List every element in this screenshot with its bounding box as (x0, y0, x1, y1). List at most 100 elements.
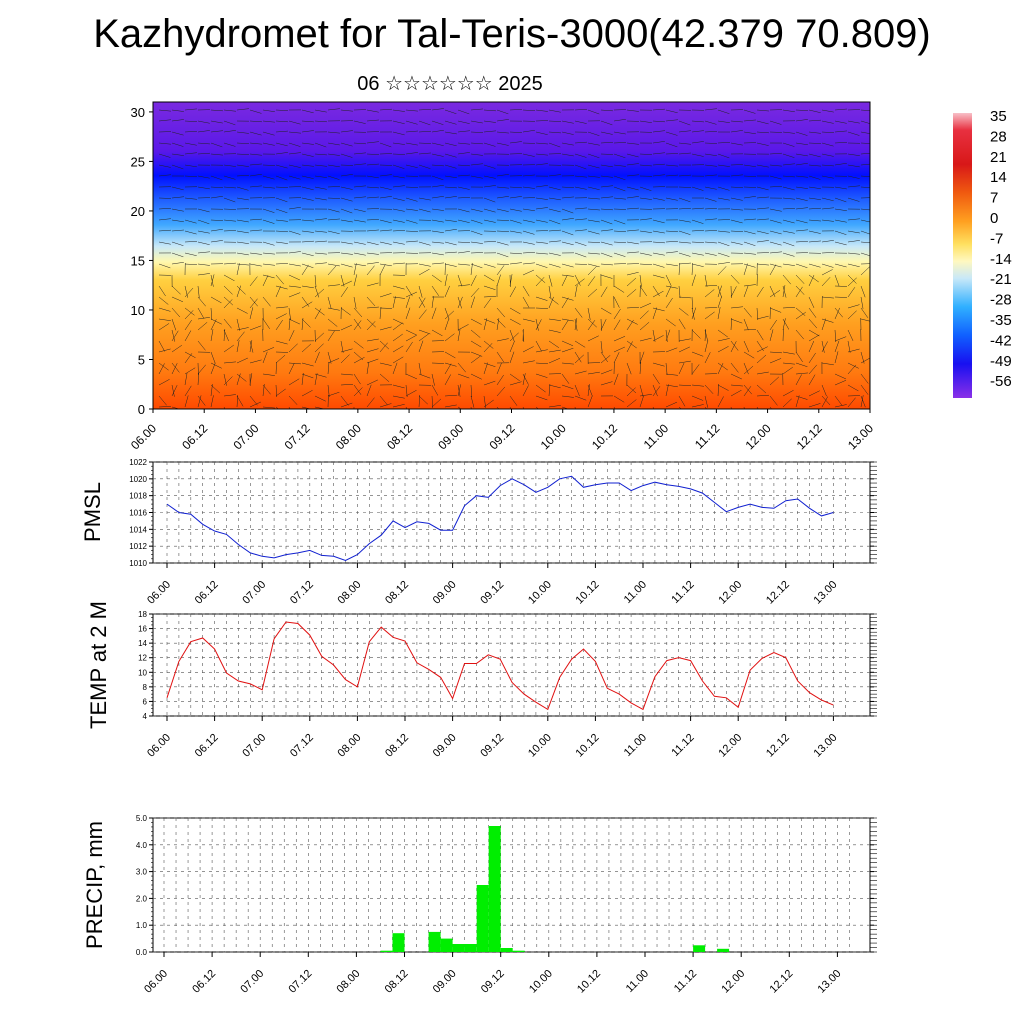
wind-barb (821, 362, 834, 366)
wind-barb (197, 230, 210, 234)
wind-barb (782, 366, 793, 375)
wind-barb (782, 351, 795, 355)
wind-barb (613, 131, 626, 135)
wind-barb (405, 152, 418, 155)
ytick-label: 1014 (129, 525, 147, 534)
wind-barb (496, 386, 506, 397)
wind-barb (288, 274, 300, 281)
wind-barb (288, 292, 301, 298)
wind-barb (860, 131, 870, 134)
wind-barb (444, 228, 457, 232)
wind-barb (431, 142, 444, 146)
wind-barb (769, 175, 782, 180)
colorbar-label: -56 (990, 373, 1012, 390)
wind-barb (405, 384, 408, 397)
wind-barb (613, 373, 619, 386)
heat-xtick-label: 10.00 (538, 421, 569, 452)
wind-barb (704, 384, 714, 394)
wind-barb (834, 395, 843, 406)
wind-barb (405, 164, 418, 168)
wind-barb (769, 251, 782, 254)
wind-barb (535, 120, 548, 122)
wind-barb (470, 373, 482, 380)
wind-barb (561, 347, 574, 353)
wind-barb (301, 230, 314, 233)
wind-barb (535, 277, 545, 287)
wind-barb (470, 287, 480, 298)
wind-barb (327, 142, 340, 146)
wind-barb (639, 263, 652, 266)
wind-barb (691, 384, 704, 387)
wind-barb (704, 164, 717, 167)
colorbar-label: -35 (990, 312, 1012, 329)
wind-barb (392, 404, 405, 408)
wind-barb (457, 373, 470, 379)
wind-barb (301, 390, 313, 397)
wind-barb (678, 318, 686, 330)
wind-barb (652, 141, 665, 144)
wind-barb (496, 351, 504, 363)
wind-barb (652, 263, 665, 268)
wind-barb (223, 296, 234, 306)
wind-barb (444, 318, 450, 331)
wind-barb (769, 164, 782, 167)
wind-barb (470, 263, 483, 269)
wind-barb (535, 406, 539, 409)
wind-barb (379, 108, 392, 111)
xtick-label: 12.00 (716, 579, 744, 607)
wind-barb (821, 164, 834, 167)
wind-barb (626, 399, 637, 408)
wind-barb (353, 241, 366, 245)
wind-barb (691, 207, 704, 210)
wind-barb (470, 275, 477, 287)
wind-barb (496, 174, 509, 177)
wind-barb (834, 162, 847, 166)
wind-barb (535, 109, 548, 112)
wind-barb (561, 362, 574, 365)
wind-barb (210, 120, 223, 124)
wind-barb (821, 396, 828, 408)
wind-barb (327, 284, 340, 287)
wind-barb (574, 370, 587, 375)
wind-barb (626, 306, 639, 309)
xtick-label: 08.12 (383, 732, 411, 760)
wind-barb (522, 360, 535, 364)
wind-barb (782, 252, 795, 257)
wind-barb (821, 318, 834, 323)
xtick-label: 12.12 (767, 968, 795, 996)
wind-barb (717, 396, 724, 408)
wind-barb (483, 298, 492, 309)
wind-barb (379, 219, 392, 224)
wind-barb (574, 340, 586, 348)
wind-barb (665, 329, 671, 342)
wind-barb (210, 130, 223, 133)
wind-barb (509, 381, 522, 386)
wind-barb (665, 263, 678, 267)
wind-barb (626, 196, 639, 199)
wind-barb (158, 142, 171, 145)
xtick-label: 11.00 (624, 968, 651, 995)
wind-barb (860, 285, 866, 298)
wind-barb (236, 327, 249, 331)
heat-xtick-label: 12.00 (743, 421, 774, 452)
wind-barb (509, 318, 521, 325)
wind-barb (717, 285, 722, 298)
wind-barb (509, 373, 520, 382)
wind-barb (275, 313, 287, 320)
wind-barb (561, 196, 574, 199)
wind-barb (522, 241, 535, 245)
xtick-label: 10.00 (527, 968, 555, 996)
wind-barb (223, 285, 233, 295)
wind-barb (366, 362, 370, 375)
wind-barb (405, 219, 418, 224)
wind-barb (366, 318, 376, 328)
wind-barb (301, 109, 314, 114)
wind-barb (431, 108, 444, 111)
wind-barb (470, 263, 473, 276)
wind-barb (431, 274, 442, 283)
wind-barb (223, 262, 236, 265)
wind-barb (795, 153, 808, 157)
wind-barb (405, 389, 417, 397)
wind-barb (782, 230, 795, 234)
wind-barb (743, 285, 749, 298)
